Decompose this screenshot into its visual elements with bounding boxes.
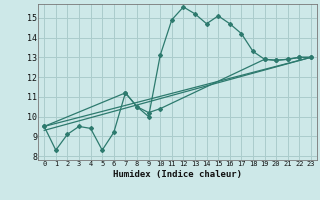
X-axis label: Humidex (Indice chaleur): Humidex (Indice chaleur) bbox=[113, 170, 242, 179]
